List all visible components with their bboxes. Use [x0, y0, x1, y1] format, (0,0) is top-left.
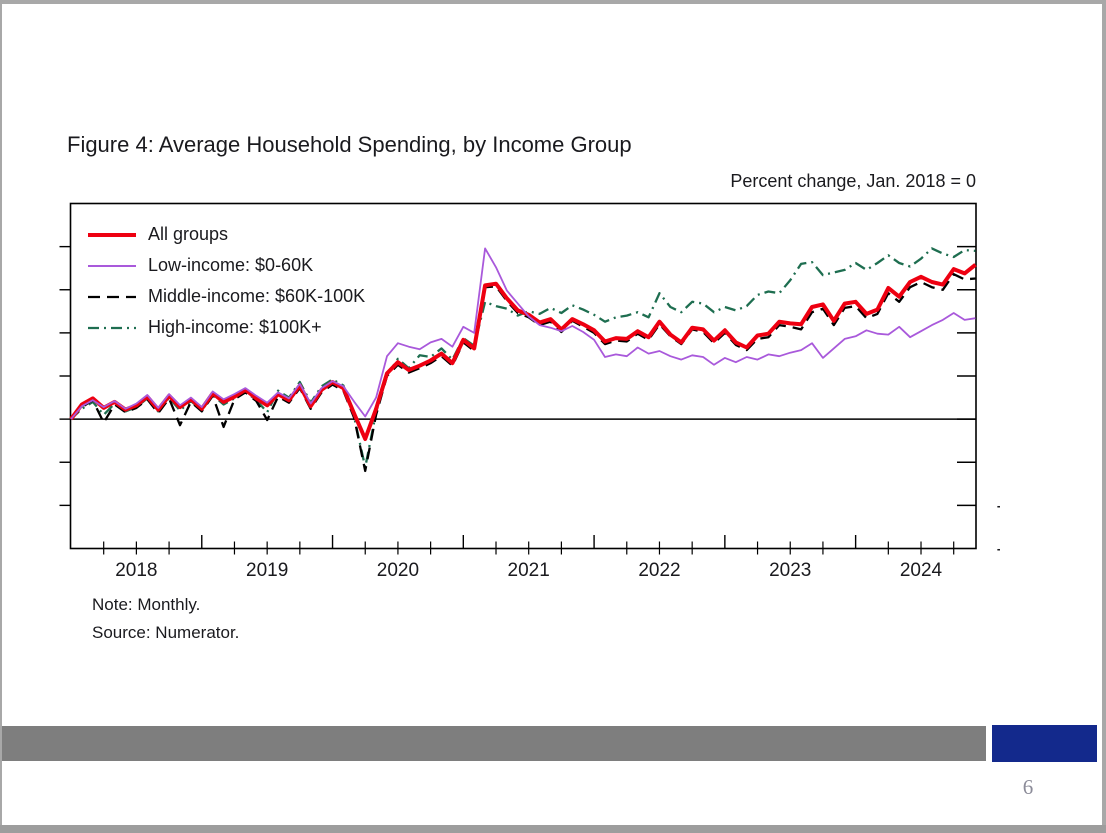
x-axis-label: 2024 — [900, 560, 943, 581]
legend-label: High-income: $100K+ — [148, 317, 322, 337]
legend-label: Middle-income: $60K-100K — [148, 286, 366, 306]
x-axis-label: 2019 — [246, 560, 288, 581]
slide-border-top — [0, 0, 1106, 4]
figure-title: Figure 4: Average Household Spending, by… — [67, 132, 632, 157]
x-axis-label: 2020 — [377, 560, 419, 581]
chart-legend: All groups Low-income: $0-60K Middle-incom… — [88, 219, 365, 343]
legend-line-swatch — [88, 326, 136, 329]
legend-item: High-income: $100K+ — [88, 312, 365, 343]
x-axis-label: 2022 — [638, 560, 680, 581]
x-axis-label: 2021 — [508, 560, 550, 581]
footer-bar — [2, 726, 986, 761]
x-axis-label: 2023 — [769, 560, 811, 581]
chart-source: Source: Numerator. — [92, 623, 240, 642]
slide-border-right — [1102, 0, 1106, 833]
legend-label: Low-income: $0-60K — [148, 255, 314, 275]
series-line-all-groups — [69, 263, 977, 441]
slide-border-bottom — [0, 825, 1106, 833]
legend-line-swatch — [88, 295, 136, 298]
chart-plot-area: -15-10-505101520252018201920202021202220… — [59, 202, 1000, 581]
y-axis-label: -15 — [997, 539, 1000, 560]
legend-item: All groups — [88, 219, 365, 250]
legend-item: Middle-income: $60K-100K — [88, 281, 365, 312]
legend-line-swatch — [88, 232, 136, 237]
chart-note: Note: Monthly. — [92, 595, 201, 614]
legend-item: Low-income: $0-60K — [88, 250, 365, 281]
y-axis-label: -10 — [997, 496, 1000, 517]
legend-line-swatch — [88, 264, 136, 267]
series-line-low-income-0-60k — [70, 247, 976, 420]
footer-accent-block — [992, 725, 1097, 762]
legend-label: All groups — [148, 224, 229, 244]
slide-border-left — [0, 0, 2, 833]
x-axis-label: 2018 — [115, 560, 157, 581]
axis-unit-label: Percent change, Jan. 2018 = 0 — [730, 171, 976, 191]
page-number: 6 — [1022, 775, 1034, 799]
series-line-middle-income-60k-100k — [70, 273, 976, 473]
